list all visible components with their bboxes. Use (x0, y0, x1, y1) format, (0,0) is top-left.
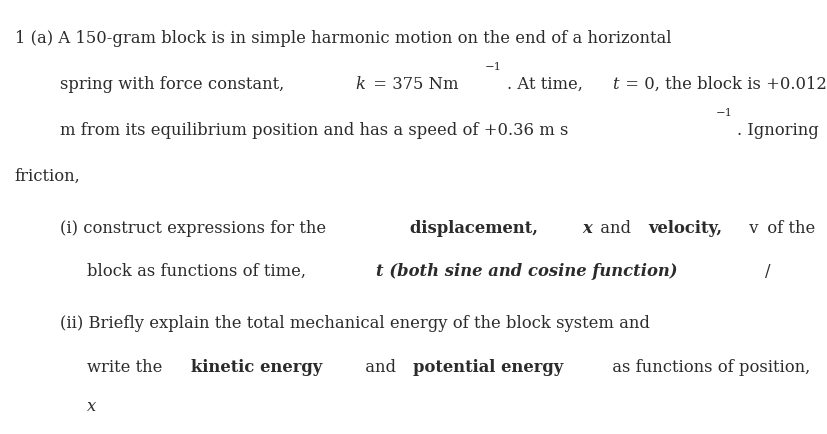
Text: v: v (743, 219, 758, 236)
Text: . At time,: . At time, (507, 76, 588, 93)
Text: and: and (361, 358, 401, 375)
Text: spring with force constant,: spring with force constant, (60, 76, 289, 93)
Text: k: k (356, 76, 366, 93)
Text: = 0, the block is +0.012: = 0, the block is +0.012 (620, 76, 827, 93)
Text: −1: −1 (485, 62, 502, 72)
Text: displacement,: displacement, (409, 219, 543, 236)
Text: . Ignoring: . Ignoring (738, 122, 820, 138)
Text: kinetic energy: kinetic energy (191, 358, 323, 375)
Text: potential energy: potential energy (414, 358, 564, 375)
Text: x: x (582, 219, 592, 236)
Text: x: x (87, 397, 96, 414)
Text: 1 (a) A 150-gram block is in simple harmonic motion on the end of a horizontal: 1 (a) A 150-gram block is in simple harm… (15, 30, 672, 47)
Text: write the: write the (87, 358, 167, 375)
Text: /: / (765, 263, 771, 279)
Text: −1: −1 (715, 108, 733, 118)
Text: block as functions of time,: block as functions of time, (87, 263, 311, 279)
Text: (i) construct expressions for the: (i) construct expressions for the (60, 219, 331, 236)
Text: (ii) Briefly explain the total mechanical energy of the block system and: (ii) Briefly explain the total mechanica… (60, 315, 649, 332)
Text: friction,: friction, (15, 167, 81, 184)
Text: and: and (595, 219, 636, 236)
Text: as functions of position,: as functions of position, (607, 358, 810, 375)
Text: = 375 Nm: = 375 Nm (368, 76, 459, 93)
Text: t (both sine and cosine function): t (both sine and cosine function) (376, 263, 677, 279)
Text: velocity,: velocity, (648, 219, 722, 236)
Text: t: t (612, 76, 619, 93)
Text: m from its equilibrium position and has a speed of +0.36 m s: m from its equilibrium position and has … (60, 122, 568, 138)
Text: of the: of the (762, 219, 815, 236)
